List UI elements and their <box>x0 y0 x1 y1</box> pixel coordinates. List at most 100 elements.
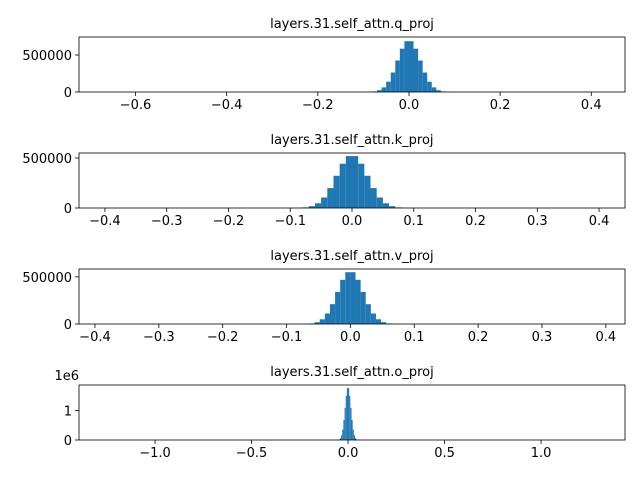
x-tick-label: −0.4 <box>211 98 243 113</box>
axes-frame <box>78 384 626 441</box>
x-tick-label: 0.4 <box>595 330 616 345</box>
bar <box>404 41 409 92</box>
bar <box>349 395 351 440</box>
bar <box>319 319 325 324</box>
bar <box>365 304 371 324</box>
bar <box>344 407 346 440</box>
x-tick-label: −0.2 <box>213 214 245 229</box>
x-tick-label: 0.2 <box>465 214 486 229</box>
bar <box>329 304 336 324</box>
bar <box>314 203 322 208</box>
bar <box>339 163 346 208</box>
subplot-title: layers.31.self_attn.q_proj <box>270 17 434 32</box>
bar <box>340 279 346 324</box>
x-tick-label: 0.2 <box>468 330 489 345</box>
x-tick-label: 1.0 <box>531 446 552 461</box>
bar <box>364 175 371 208</box>
subplot-title: layers.31.self_attn.v_proj <box>270 249 433 264</box>
bar <box>408 41 414 92</box>
bar <box>389 206 396 208</box>
bar <box>399 48 405 92</box>
bar <box>342 429 344 440</box>
bar <box>350 407 352 440</box>
y-tick-label: 0 <box>64 86 72 101</box>
bar <box>386 81 391 92</box>
bar <box>358 163 365 208</box>
bar <box>321 197 328 208</box>
bar <box>346 388 349 440</box>
x-tick-label: 0.0 <box>399 98 420 113</box>
x-tick-label: −0.4 <box>79 330 111 345</box>
bar <box>345 272 351 324</box>
bar <box>345 395 347 440</box>
bar <box>427 81 432 92</box>
bar <box>341 435 343 440</box>
bar <box>339 438 342 440</box>
bar <box>381 322 387 324</box>
x-tick-label: 0.3 <box>532 330 553 345</box>
bar <box>314 322 320 324</box>
y-offset-label: 1e6 <box>54 369 79 384</box>
x-tick-label: 0.1 <box>404 330 425 345</box>
x-tick-label: 0.1 <box>403 214 424 229</box>
x-tick-label: −0.1 <box>274 214 306 229</box>
y-tick-label: 0 <box>64 318 72 333</box>
y-tick-label: 0 <box>64 434 72 449</box>
bar <box>355 279 361 324</box>
x-tick-label: 0.0 <box>340 330 361 345</box>
bar <box>352 156 359 208</box>
bar <box>413 48 419 92</box>
bar <box>370 313 376 324</box>
y-tick-label: 500000 <box>22 152 72 167</box>
x-tick-label: −0.3 <box>151 214 183 229</box>
bar <box>348 388 350 440</box>
bar <box>422 72 428 92</box>
bar <box>351 420 353 440</box>
bar <box>360 291 366 324</box>
x-tick-label: −0.1 <box>271 330 303 345</box>
bar <box>436 90 441 92</box>
bar <box>345 156 352 208</box>
x-tick-label: 0.2 <box>490 98 511 113</box>
bar <box>308 206 315 208</box>
x-tick-label: −0.4 <box>89 214 121 229</box>
x-tick-label: 0.5 <box>434 446 455 461</box>
bar <box>354 438 357 440</box>
y-tick-label: 0 <box>64 202 72 217</box>
x-tick-label: −0.2 <box>302 98 334 113</box>
bar <box>324 313 330 324</box>
subplot-title: layers.31.self_attn.o_proj <box>270 365 434 380</box>
x-tick-label: −0.2 <box>207 330 239 345</box>
x-tick-label: −0.6 <box>120 98 152 113</box>
y-tick-label: 1 <box>64 405 72 420</box>
bar <box>377 90 382 92</box>
y-tick-label: 500000 <box>22 271 72 286</box>
bar <box>350 272 356 324</box>
bar <box>395 60 400 92</box>
x-tick-label: −0.5 <box>236 446 268 461</box>
x-tick-label: −1.0 <box>139 446 171 461</box>
axes-frame <box>78 36 626 93</box>
bar <box>375 319 382 324</box>
x-tick-label: 0.4 <box>589 214 610 229</box>
bar <box>327 188 334 208</box>
bar <box>343 420 345 440</box>
bar <box>418 60 423 92</box>
bar <box>353 435 355 440</box>
bar <box>381 87 387 92</box>
bar <box>333 175 340 208</box>
bar <box>431 87 437 92</box>
bar <box>376 197 383 208</box>
x-tick-label: 0.3 <box>527 214 548 229</box>
x-tick-label: 0.0 <box>342 214 363 229</box>
bar <box>390 72 396 92</box>
bar <box>382 203 390 208</box>
subplot-title: layers.31.self_attn.k_proj <box>270 133 433 148</box>
y-tick-label: 500000 <box>22 49 72 64</box>
x-tick-label: 0.0 <box>338 446 359 461</box>
x-tick-label: −0.3 <box>143 330 175 345</box>
bar <box>352 429 354 440</box>
x-tick-label: 0.4 <box>581 98 602 113</box>
bar <box>370 188 377 208</box>
